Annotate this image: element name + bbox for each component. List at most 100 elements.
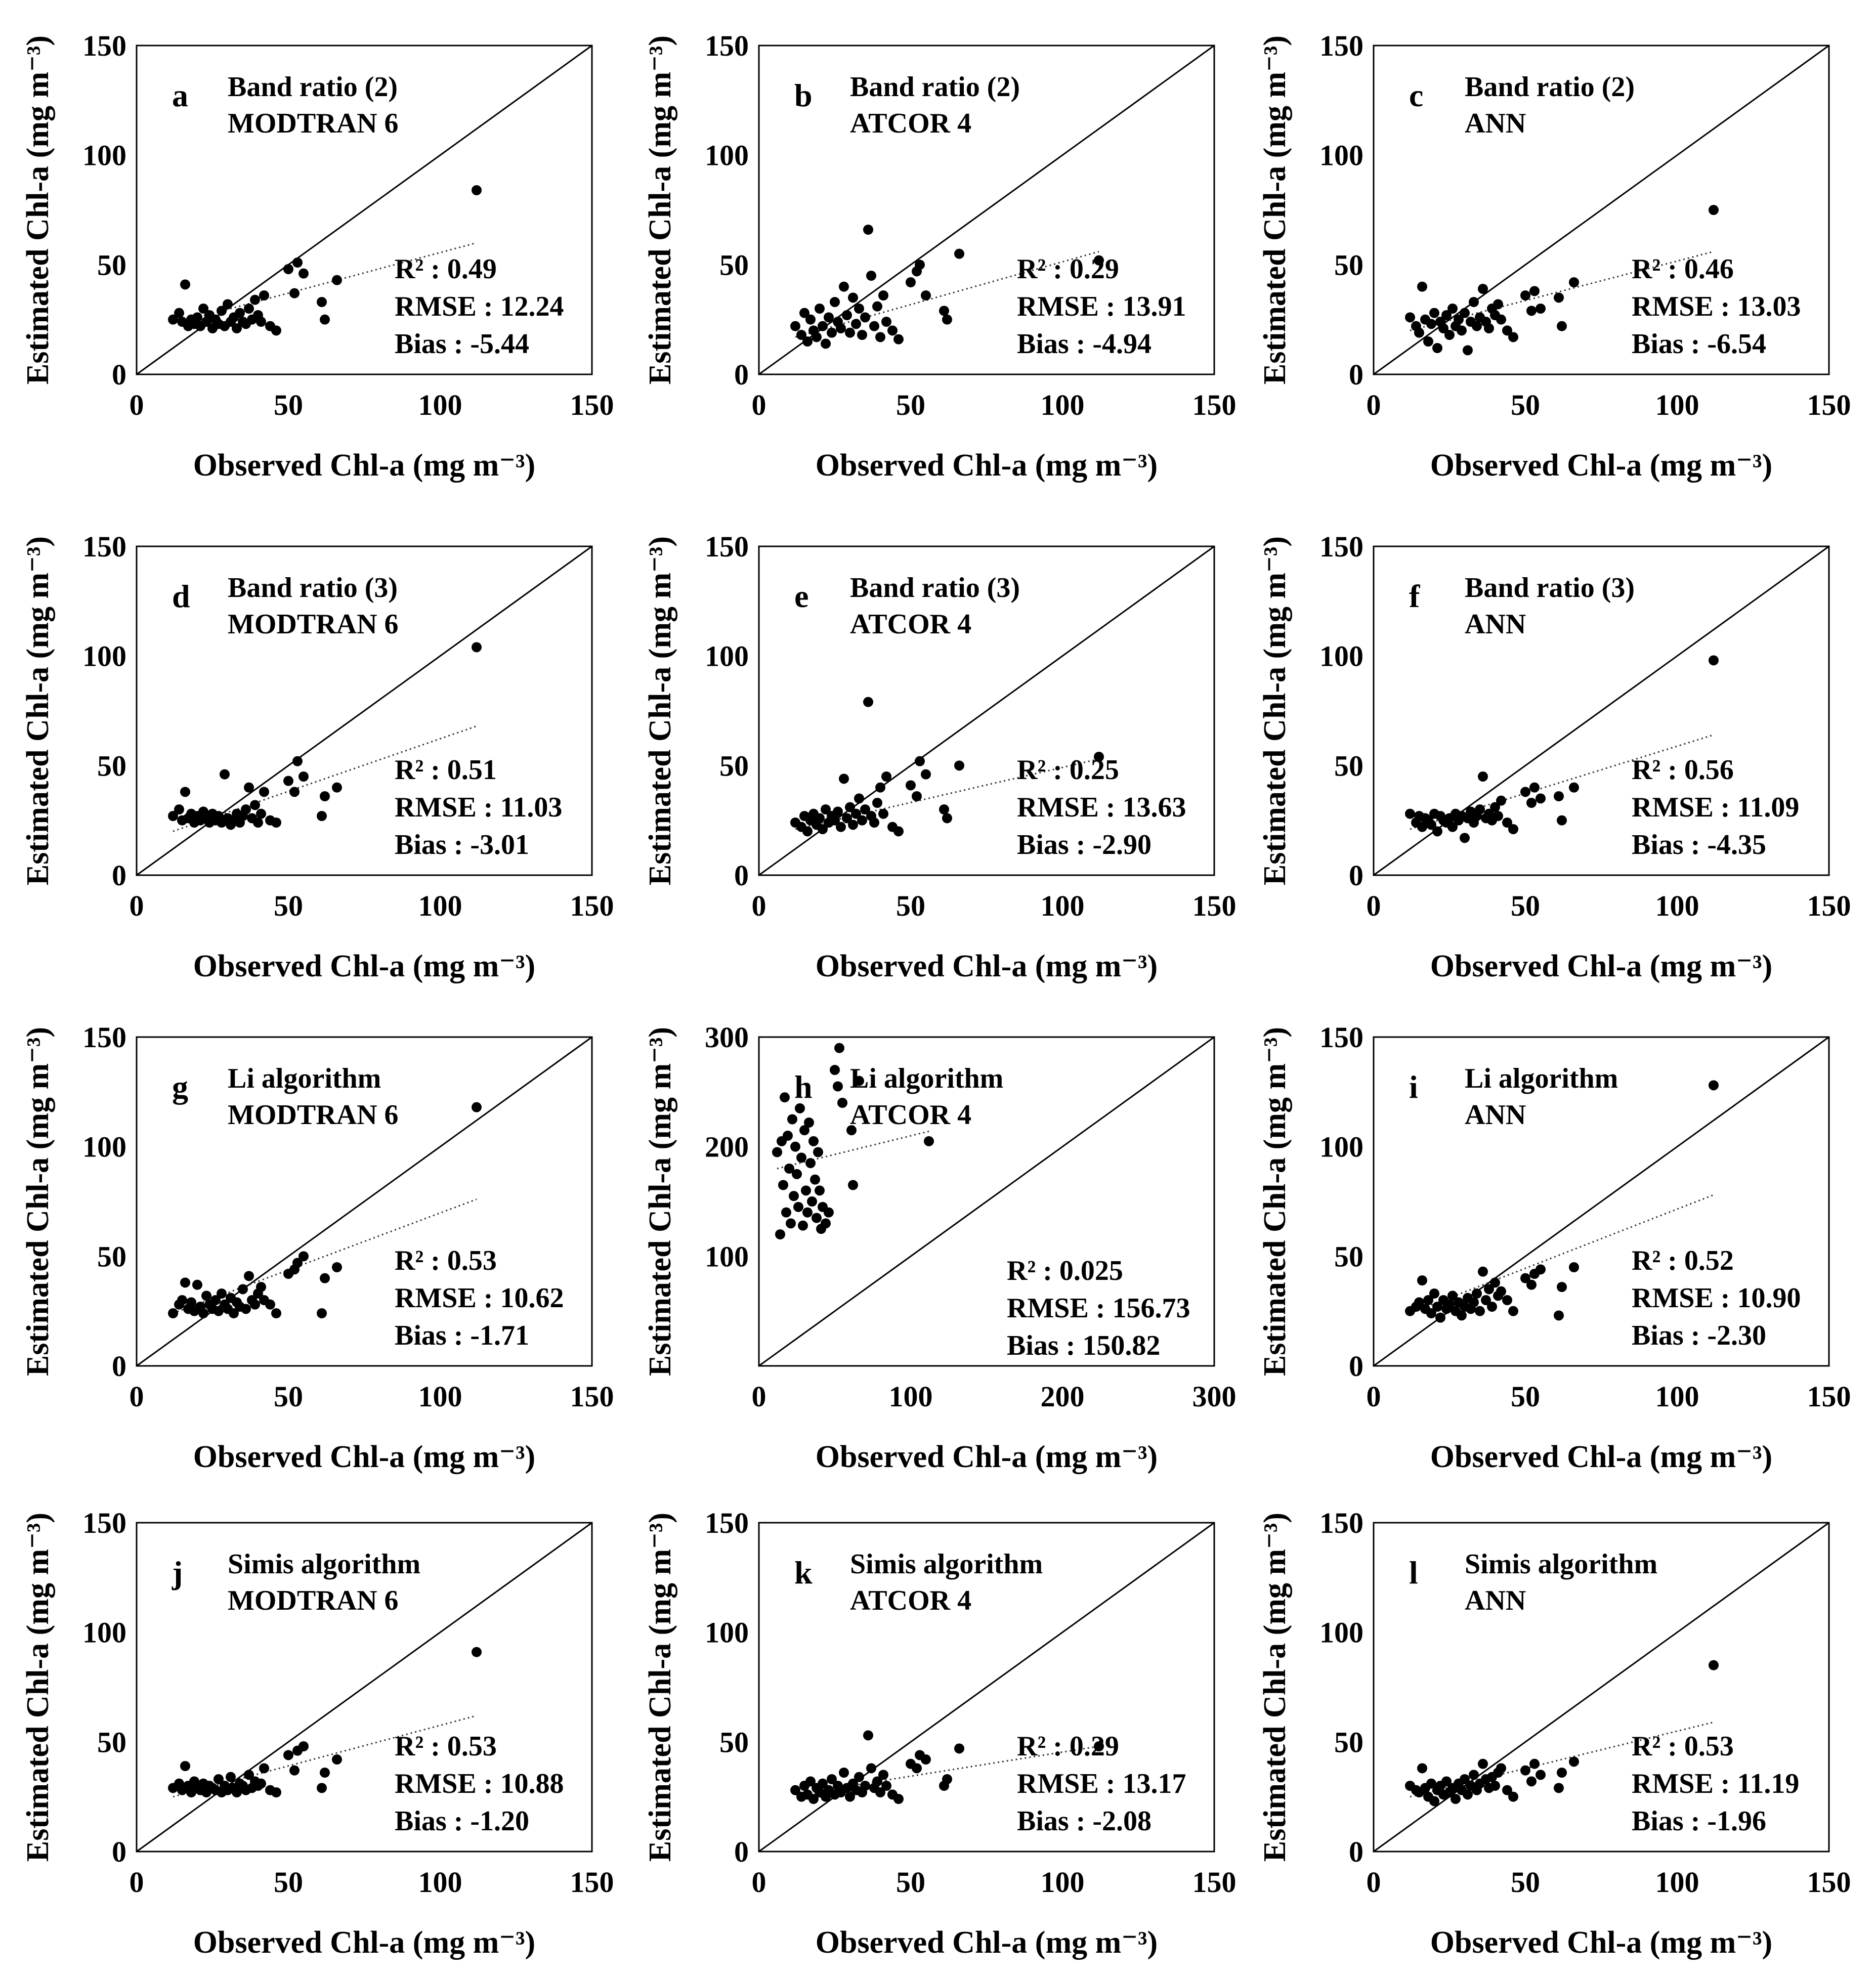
x-tick-label: 100 [1655,889,1699,922]
plot-frame [136,45,593,375]
y-tick-label: 150 [82,1021,126,1054]
x-tick-label: 150 [1807,889,1851,922]
y-tick-label: 0 [734,1835,749,1868]
data-point [256,317,266,327]
data-point [824,1207,834,1218]
data-point [915,756,925,766]
panel-letter: h [794,1069,813,1105]
data-point [1432,1302,1442,1312]
stat-line: R² : 0.53 [395,1245,497,1276]
data-point [869,321,879,331]
data-point [1557,1282,1567,1292]
data-point [921,290,931,300]
y-tick-label: 0 [1349,859,1363,892]
data-point [1460,308,1470,318]
data-point [815,304,825,314]
data-point [1441,1776,1452,1787]
data-point [924,1136,934,1146]
data-point [954,760,964,771]
data-point [1496,1286,1506,1297]
y-tick-label: 50 [1334,1240,1363,1273]
data-point [1444,1299,1455,1310]
stat-line: R² : 0.025 [1007,1255,1123,1286]
data-point [842,310,852,320]
y-axis-label: Estimated Chl-a (mg m⁻³) [1258,1513,1292,1862]
data-point [1526,1776,1537,1787]
data-point [1469,297,1479,307]
data-point [807,1196,817,1207]
data-point [921,1754,931,1765]
data-point [283,776,293,786]
data-point [244,1271,254,1281]
data-point [256,808,266,819]
stat-line: Bias : -4.35 [1632,829,1766,861]
data-point [1441,310,1452,320]
x-tick-label: 150 [1807,1866,1851,1899]
panel-letter: l [1409,1555,1418,1591]
stat-line: Bias : -3.01 [395,829,529,861]
data-point [813,1147,823,1157]
y-tick-label: 0 [1349,1835,1363,1868]
panel-h: 0 100 200 300 100 200 300 Observed Chl-a (mg m⁻… [643,1021,1237,1474]
algorithm-label: Li algorithm [1465,1063,1618,1094]
x-tick-label: 100 [1655,1866,1699,1899]
data-point [954,248,964,259]
data-point [830,815,840,826]
panel-f: 0 50 100 150 0 50 100 150 Observed Chl-a (mg m⁻³… [1258,530,1851,983]
data-point [1094,1741,1104,1751]
data-point [1554,292,1564,303]
data-point [815,1185,825,1196]
data-point [1429,1796,1439,1807]
stat-line: Bias : -1.71 [395,1320,529,1351]
panel-letter: c [1409,77,1423,113]
one-to-one-line [136,1522,592,1853]
data-point [180,1277,190,1288]
y-tick-label: 100 [1319,1616,1363,1649]
data-point [1432,343,1442,353]
data-point [1569,1262,1579,1272]
data-point [1502,325,1512,336]
x-tick-label: 150 [570,389,614,421]
plot-frame [136,1036,593,1367]
data-point [1529,782,1540,793]
y-tick-label: 100 [82,139,126,172]
data-point [1569,1756,1579,1767]
algorithm-label: Simis algorithm [1465,1549,1657,1580]
data-point [1472,321,1482,331]
data-point [1520,290,1530,300]
stat-line: R² : 0.53 [1632,1731,1734,1762]
data-point [271,1308,281,1318]
y-axis-label: Estimated Chl-a (mg m⁻³) [21,1513,55,1862]
panel-letter: i [1409,1069,1418,1105]
data-point [821,1218,831,1229]
data-point [250,800,260,810]
stat-line: RMSE : 13.17 [1017,1768,1186,1799]
data-point [854,1772,864,1782]
y-tick-label: 100 [82,1131,126,1164]
data-point [283,264,293,274]
data-point [289,787,300,797]
data-point [1426,319,1436,329]
plot-frame [758,1036,1215,1367]
data-point [775,1229,785,1239]
y-tick-label: 100 [82,640,126,673]
data-point [265,1299,275,1310]
x-axis-label: Observed Chl-a (mg m⁻³) [816,448,1158,483]
data-point [271,818,281,828]
data-point [235,308,245,318]
x-tick-label: 0 [752,1866,766,1899]
data-point [1484,1284,1494,1295]
data-point [283,1750,293,1760]
y-axis-label: Estimated Chl-a (mg m⁻³) [643,1027,677,1376]
data-point [912,791,922,801]
correction-label: ATCOR 4 [850,609,971,640]
data-point [795,1103,805,1113]
data-point [299,1251,309,1262]
data-point [787,1114,797,1125]
stat-line: R² : 0.29 [1017,1731,1119,1762]
y-tick-label: 150 [1319,1507,1363,1539]
data-point [1417,822,1427,832]
stat-line: Bias : -6.54 [1632,328,1766,360]
data-point [1529,1758,1540,1769]
